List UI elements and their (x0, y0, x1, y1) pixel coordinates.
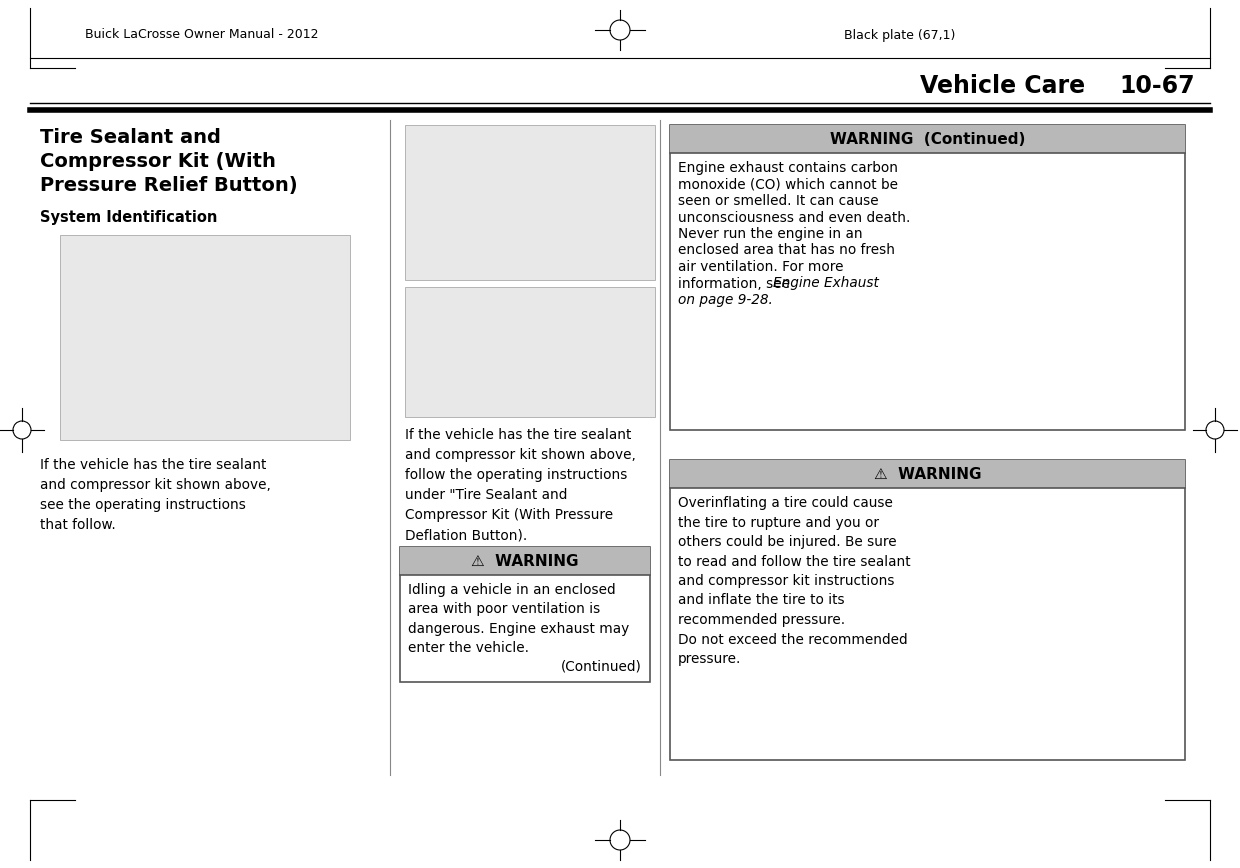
Text: WARNING  (Continued): WARNING (Continued) (830, 131, 1025, 147)
Text: Overinflating a tire could cause
the tire to rupture and you or
others could be : Overinflating a tire could cause the tir… (678, 496, 910, 666)
FancyBboxPatch shape (670, 125, 1185, 430)
FancyBboxPatch shape (670, 460, 1185, 760)
Text: If the vehicle has the tire sealant
and compressor kit shown above,
follow the o: If the vehicle has the tire sealant and … (405, 428, 636, 542)
Text: enclosed area that has no fresh: enclosed area that has no fresh (678, 244, 895, 258)
Text: air ventilation. For more: air ventilation. For more (678, 260, 843, 274)
Text: Pressure Relief Button): Pressure Relief Button) (40, 176, 298, 195)
Text: 10-67: 10-67 (1120, 74, 1195, 98)
Text: ⚠  WARNING: ⚠ WARNING (874, 466, 981, 482)
Text: Idling a vehicle in an enclosed
area with poor ventilation is
dangerous. Engine : Idling a vehicle in an enclosed area wit… (408, 583, 629, 655)
FancyBboxPatch shape (405, 287, 655, 417)
FancyBboxPatch shape (60, 235, 350, 440)
Text: ⚠  WARNING: ⚠ WARNING (471, 554, 579, 569)
Text: Never run the engine in an: Never run the engine in an (678, 227, 863, 241)
Text: Black plate (67,1): Black plate (67,1) (844, 29, 956, 42)
Text: Compressor Kit (With: Compressor Kit (With (40, 152, 275, 171)
FancyBboxPatch shape (670, 460, 1185, 488)
Text: Tire Sealant and: Tire Sealant and (40, 128, 221, 147)
FancyBboxPatch shape (401, 547, 650, 575)
Text: If the vehicle has the tire sealant
and compressor kit shown above,
see the oper: If the vehicle has the tire sealant and … (40, 458, 270, 532)
Text: monoxide (CO) which cannot be: monoxide (CO) which cannot be (678, 177, 898, 192)
FancyBboxPatch shape (405, 125, 655, 280)
FancyBboxPatch shape (670, 125, 1185, 153)
Text: unconsciousness and even death.: unconsciousness and even death. (678, 211, 910, 225)
Text: System Identification: System Identification (40, 210, 217, 225)
FancyBboxPatch shape (401, 547, 650, 682)
Text: Engine exhaust contains carbon: Engine exhaust contains carbon (678, 161, 898, 175)
Text: Buick LaCrosse Owner Manual - 2012: Buick LaCrosse Owner Manual - 2012 (86, 29, 319, 42)
Text: (Continued): (Continued) (562, 660, 642, 674)
Text: Engine Exhaust: Engine Exhaust (773, 277, 879, 291)
Text: seen or smelled. It can cause: seen or smelled. It can cause (678, 194, 879, 208)
Text: on page 9-28.: on page 9-28. (678, 293, 773, 307)
Text: information, see: information, see (678, 277, 795, 291)
Text: Vehicle Care: Vehicle Care (920, 74, 1085, 98)
